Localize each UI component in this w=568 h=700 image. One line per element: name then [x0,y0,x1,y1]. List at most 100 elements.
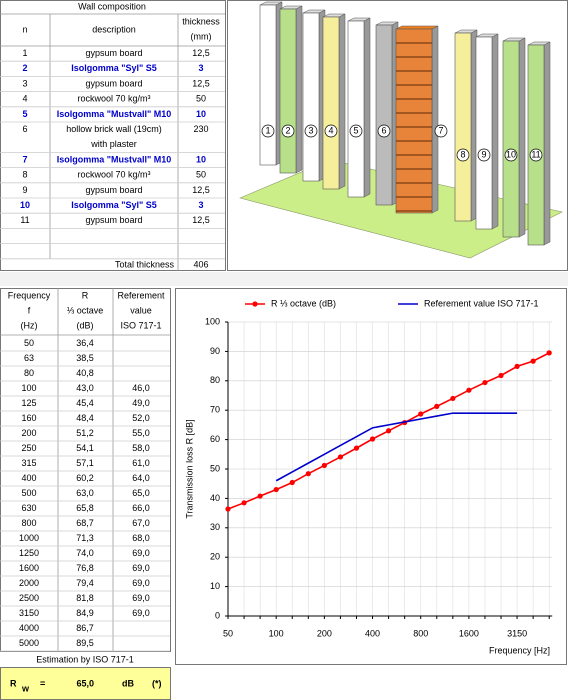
chart-frame [175,288,567,665]
cell-text: Isolgomma "Mustvall" M10 [57,154,172,164]
cell-text: 3 [22,78,27,88]
layer [475,36,493,230]
layer-marker-label: 2 [285,125,290,135]
cell-text: 10 [196,154,206,164]
cell-text: (dB) [76,320,93,330]
legend-label: Referement value ISO 717-1 [424,298,539,308]
cell-text: 36,4 [76,338,94,348]
cell-text: 55,0 [132,428,150,438]
cell-text: 52,0 [132,413,150,423]
cell-text: 630 [21,503,36,513]
y-tick-label: 30 [210,522,220,532]
cell-text: 69,0 [132,608,150,618]
point [273,486,279,493]
layer-marker-label: 6 [381,125,386,135]
cell-text: description [92,24,136,34]
point [321,462,327,469]
cell-text: 69,0 [132,578,150,588]
layer-side [431,25,439,214]
cell-text: 84,9 [76,608,94,618]
cell-text: 40,8 [76,368,94,378]
layer-side [491,33,499,230]
cell-text: 315 [21,458,36,468]
cell-text: Isolgomma "Syl" S5 [71,200,157,210]
y-tick-label: 10 [210,581,220,591]
point [353,445,360,451]
cell-text: 50 [196,94,206,104]
layer [347,20,365,198]
x-tick-label: 3150 [507,628,527,638]
cell-text: 12,5 [192,48,210,58]
cell-text: 80 [24,368,34,378]
layer [527,44,545,246]
cell-text: 1600 [19,563,39,573]
layer-top [395,25,439,30]
cell-text: 1 [22,48,27,58]
cell-text: 63 [24,353,34,363]
layer [454,32,472,222]
layer-marker-label: 5 [353,125,358,135]
cell-text: 800 [21,518,36,528]
layer-side [363,17,371,198]
layer [279,8,297,174]
cell-text: 3 [198,200,203,210]
cell-text: 68,7 [76,518,94,528]
cell-text: thickness [182,16,220,26]
y-tick-label: 70 [210,405,220,415]
x-axis-title: Frequency [Hz] [489,645,550,655]
cell-text: 5000 [19,638,39,648]
cell-text: 4 [22,94,27,104]
cell-text: 160 [21,413,36,423]
x-tick-label: 50 [223,628,233,638]
x-tick-label: 400 [365,628,380,638]
cell-text: 74,0 [76,548,94,558]
point [337,454,344,460]
point [530,358,536,364]
cell-text: 100 [21,383,36,393]
layer [375,24,393,206]
cell-text: 10 [196,109,206,119]
cell-text: 65,0 [76,678,94,688]
cell-text: with plaster [90,139,137,149]
x-tick-label: 1600 [459,628,479,638]
cell-text: rockwool 70 kg/m³ [77,170,150,180]
cell-text: 49,0 [132,398,150,408]
cell-text: 406 [193,259,208,269]
layer-marker [304,124,318,138]
cell-text: 200 [21,428,36,438]
y-tick-label: 40 [210,493,220,503]
cell-text: = [40,678,45,688]
layer-side [518,37,526,238]
cell-text: Referement [117,290,165,300]
cell-text: Estimation by ISO 717-1 [36,654,134,664]
cell-text: 51,2 [76,428,94,438]
cell-text: 66,0 [132,503,150,513]
x-tick-label: 100 [269,628,284,638]
cell-text: 2500 [19,593,39,603]
layer-marker-label: 1 [265,125,270,135]
cell-text: gypsum board [85,48,142,58]
cell-text: 69,0 [132,548,150,558]
cell-text: 400 [21,473,36,483]
cell-text: 43,0 [76,383,94,393]
cell-text: 79,4 [76,578,94,588]
cell-text: 46,0 [132,383,150,393]
layer-marker [456,148,470,162]
cell-text: 69,0 [132,563,150,573]
cell-text: 48,4 [76,413,94,423]
y-tick-label: 60 [210,434,220,444]
table-frame [0,0,226,271]
layer-side [338,13,346,190]
cell-text: 67,0 [132,518,150,528]
point [546,350,552,356]
cell-text: 5 [22,109,27,119]
cell-text: Wall composition [78,1,146,11]
layer-marker-label: 9 [481,149,486,159]
cell-text: 12,5 [192,185,210,195]
layer-marker [529,148,543,162]
cell-text: 12,5 [192,215,210,225]
layer-marker [324,124,338,138]
layer-side [295,5,303,174]
cell-text: 63,0 [76,488,94,498]
